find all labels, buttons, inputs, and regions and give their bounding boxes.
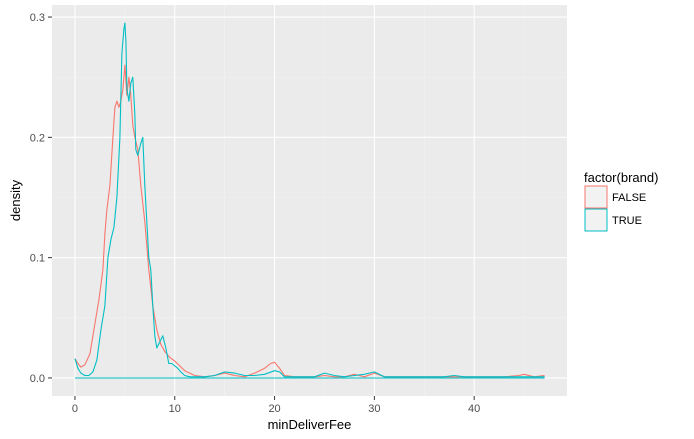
plot-panel [52,5,567,396]
x-axis-title: minDeliverFee [268,417,352,432]
y-axis-title: density [8,179,23,221]
density-lines [74,22,545,379]
x-tick-label: 30 [368,403,380,415]
x-tick-label: 10 [169,403,181,415]
y-axis: 0.0 0.1 0.2 0.3 [30,12,52,385]
legend-title: factor(brand) [584,170,658,185]
legend-key-false [584,185,608,209]
x-tick-label: 40 [468,403,480,415]
legend-key-true [584,208,608,232]
y-tick-label: 0.3 [30,12,45,24]
legend-label-true: TRUE [612,215,642,227]
minor-gridlines [52,5,567,396]
y-tick-label: 0.1 [30,253,45,265]
legend: factor(brand) FALSE TRUE [584,170,658,232]
y-tick-label: 0.0 [30,373,45,385]
x-axis: 0 10 20 30 40 [72,396,480,415]
density-line-true [74,22,545,379]
y-tick-label: 0.2 [30,132,45,144]
x-tick-label: 0 [72,403,78,415]
legend-label-false: FALSE [612,192,646,204]
x-tick-label: 20 [268,403,280,415]
